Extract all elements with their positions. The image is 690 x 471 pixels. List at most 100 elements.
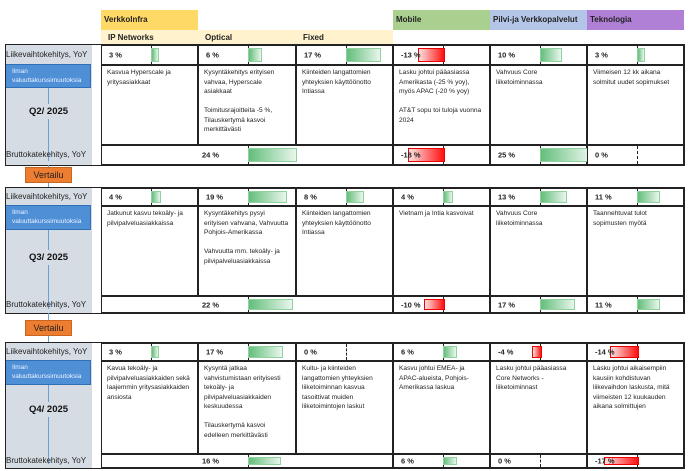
compare-button[interactable]: Vertailu xyxy=(25,320,72,336)
description-cell-ip-networks: Kavua tekoäly- ja pilvipalveluasiakkaide… xyxy=(101,361,198,454)
description-cell-optical: Kysyntäkehitys pysyi erityisen vahvana, … xyxy=(198,206,296,296)
gross-cell-teknologia: 11 % xyxy=(587,296,684,313)
value-label: 25 % xyxy=(498,150,516,160)
positive-bar xyxy=(443,191,453,203)
positive-bar xyxy=(248,148,297,162)
value-label: 3 % xyxy=(109,347,122,357)
value-label: 22 % xyxy=(202,300,220,309)
negative-bar xyxy=(407,148,445,162)
gross-cell-pilvi: 25 % xyxy=(490,145,591,165)
zero-line xyxy=(346,344,347,360)
value-label: -17 % xyxy=(595,456,615,466)
value-label: 4 % xyxy=(401,192,414,202)
fx-note-box: Ilman valuuttakurssimuutoksia xyxy=(5,64,91,88)
positive-bar xyxy=(346,48,382,62)
value-label: 17 % xyxy=(498,300,516,309)
description-cell-mobile: Kasvu johtui EMEA- ja APAC-alueista, Poh… xyxy=(393,361,490,454)
revenue-cell-teknologia: 3 % xyxy=(587,45,684,65)
description-cell-fixed: Kiinteiden langattomien yhteyksien käytt… xyxy=(296,65,393,145)
value-label: 3 % xyxy=(595,50,608,60)
value-label: -18 % xyxy=(401,150,421,160)
value-label: 0 % xyxy=(595,150,608,160)
fx-note-box: Ilman valuuttakurssimuutoksia xyxy=(5,205,91,230)
positive-bar xyxy=(637,191,661,203)
group-header-mobile: Mobile xyxy=(393,10,490,30)
negative-bar xyxy=(532,346,542,358)
group-header-teknologia: Teknologia xyxy=(587,10,684,30)
description-cell-fixed: Kuitu- ja kiinteiden langattomien yhteyk… xyxy=(296,361,393,454)
gross-cell-pilvi: 17 % xyxy=(490,296,587,313)
value-label: 24 % xyxy=(202,150,220,160)
positive-bar xyxy=(248,48,262,62)
compare-button[interactable]: Vertailu xyxy=(25,167,72,183)
fx-note-box: Ilman valuuttakurssimuutoksia xyxy=(5,360,91,385)
value-label: 19 % xyxy=(206,192,224,202)
positive-bar xyxy=(248,457,282,465)
value-label: 11 % xyxy=(595,192,612,202)
quarter-title: Q2/ 2025 xyxy=(5,104,92,119)
description-cell-pilvi: Vahvuus Core liiketoiminnassa xyxy=(490,206,587,296)
value-label: -14 % xyxy=(595,347,615,357)
value-label: 6 % xyxy=(401,456,414,466)
gross-cell-teknologia: -17 % xyxy=(587,454,684,468)
zero-line xyxy=(540,455,541,467)
negative-bar xyxy=(423,299,445,310)
revenue-cell-ip-networks: 4 % xyxy=(101,188,198,206)
negative-bar xyxy=(609,346,639,358)
value-label: -13 % xyxy=(401,50,421,60)
description-cell-optical: Kysyntä jatkaa vahvistumistaan erityises… xyxy=(198,361,296,454)
positive-bar xyxy=(248,191,288,203)
description-cell-optical: Kysyntäkehitys erityisen vahvaa, Hypersc… xyxy=(198,65,296,145)
value-label: 0 % xyxy=(304,347,317,357)
value-label: 6 % xyxy=(401,347,414,357)
description-cell-mobile: Lasku johtui pääasiassa Amerikasta (-25 … xyxy=(393,65,490,145)
positive-bar xyxy=(443,346,457,358)
value-label: 4 % xyxy=(109,192,122,202)
positive-bar xyxy=(540,191,568,203)
revenue-growth-label: Liikevaihtokehitys, YoY xyxy=(6,50,88,59)
revenue-cell-ip-networks: 3 % xyxy=(101,45,198,65)
timeline-line xyxy=(48,313,49,361)
quarter-title: Q3/ 2025 xyxy=(5,250,92,265)
group-header-verkkoinfra: VerkkoInfra xyxy=(101,10,198,30)
revenue-cell-fixed: 8 % xyxy=(296,188,393,206)
positive-bar xyxy=(151,48,159,62)
revenue-cell-ip-networks: 3 % xyxy=(101,343,198,361)
description-cell-teknologia: Viimeisen 12 kk aikana solmitut uudet so… xyxy=(587,65,684,145)
revenue-cell-pilvi: 13 % xyxy=(490,188,587,206)
revenue-cell-mobile: 6 % xyxy=(393,343,490,361)
subheader-band xyxy=(101,30,393,45)
positive-bar xyxy=(346,191,364,203)
revenue-cell-fixed: 17 % xyxy=(296,45,393,65)
value-label: 16 % xyxy=(202,456,220,466)
revenue-cell-optical: 19 % xyxy=(198,188,296,206)
value-label: -4 % xyxy=(498,347,514,357)
positive-bar xyxy=(637,48,645,62)
subheader-ip-networks: IP Networks xyxy=(108,33,154,42)
gross-margin-label: Bruttokatekehitys, YoY xyxy=(6,456,87,465)
value-label: -10 % xyxy=(401,300,421,309)
positive-bar xyxy=(443,457,457,465)
description-cell-pilvi: Vahvuus Core liiketoiminnassa xyxy=(490,65,587,145)
positive-bar xyxy=(540,148,591,162)
description-cell-teknologia: Taannehtuvat tulot sopimusten myötä xyxy=(587,206,684,296)
positive-bar xyxy=(637,299,661,310)
gross-cell-pilvi: 0 % xyxy=(490,454,587,468)
revenue-growth-label: Liikevaihtokehitys, YoY xyxy=(6,192,88,201)
positive-bar xyxy=(540,299,576,310)
revenue-cell-teknologia: 11 % xyxy=(587,188,684,206)
revenue-cell-pilvi: -4 % xyxy=(490,343,587,361)
revenue-cell-teknologia: -14 % xyxy=(587,343,684,361)
revenue-cell-mobile: -13 % xyxy=(393,45,490,65)
value-label: 11 % xyxy=(595,300,612,309)
positive-bar xyxy=(540,48,562,62)
negative-bar xyxy=(603,457,639,465)
revenue-growth-label: Liikevaihtokehitys, YoY xyxy=(6,347,88,356)
value-label: 3 % xyxy=(109,50,122,60)
positive-bar xyxy=(248,299,293,310)
value-label: 10 % xyxy=(498,50,516,60)
value-label: 6 % xyxy=(206,50,219,60)
gross-cell-verkkoinfra: 16 % xyxy=(101,454,393,468)
gross-cell-teknologia: 0 % xyxy=(587,145,684,165)
value-label: 8 % xyxy=(304,192,317,202)
